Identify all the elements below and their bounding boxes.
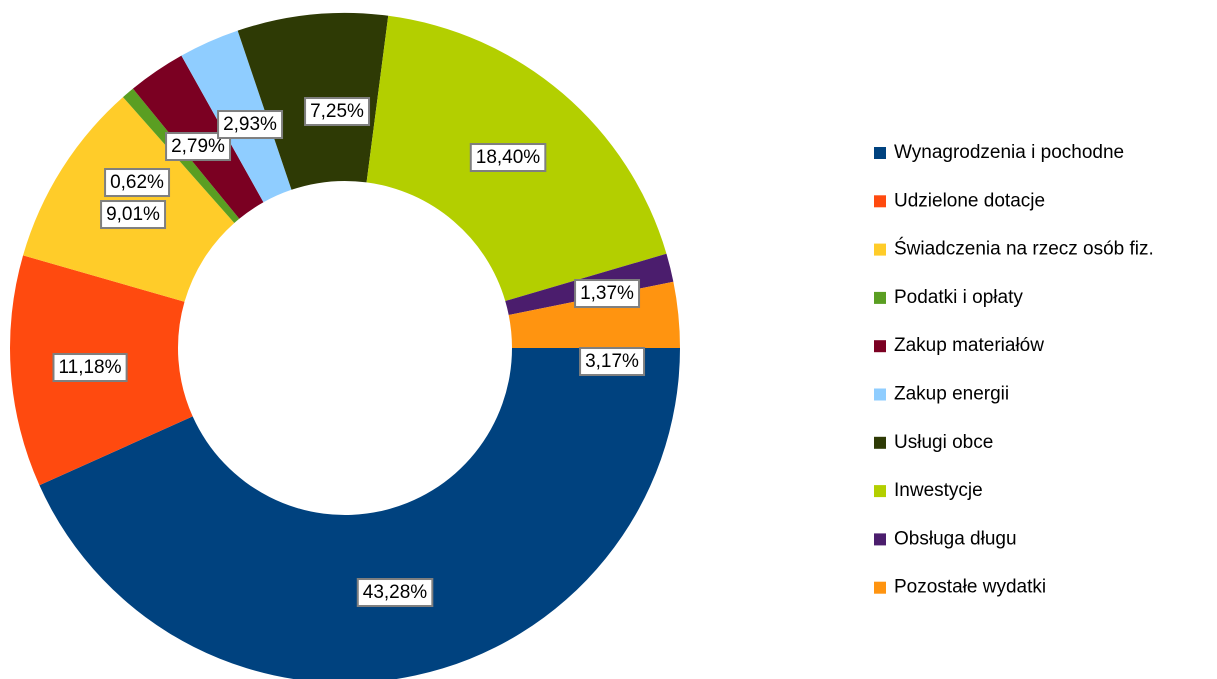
label-box <box>104 168 171 198</box>
slice <box>39 348 680 679</box>
legend-label: Inwestycje <box>894 480 983 501</box>
data-label: 43,28% <box>363 582 428 603</box>
legend-label: Usługi obce <box>894 432 993 453</box>
legend: Wynagrodzenia i pochodne Udzielone dotacj… <box>874 142 1154 598</box>
data-label: 18,40% <box>476 147 541 168</box>
legend-label: Pozostałe wydatki <box>894 577 1046 598</box>
data-label: 2,93% <box>223 114 277 135</box>
legend-swatch <box>874 436 886 449</box>
data-label: 2,79% <box>171 136 225 157</box>
legend-swatch <box>874 533 886 546</box>
data-label: 7,25% <box>310 101 364 122</box>
legend-swatch <box>874 291 886 304</box>
label-box <box>574 279 641 309</box>
legend-label: Zakup materiałów <box>894 335 1044 356</box>
legend-swatch <box>874 195 886 208</box>
label-box <box>52 353 128 383</box>
legend-swatch <box>874 340 886 353</box>
label-box <box>304 97 371 127</box>
legend-swatch <box>874 485 886 498</box>
label-box <box>217 110 284 140</box>
legend-swatch <box>874 581 886 594</box>
data-labels: 43,28% 11,18% 9,01% 0,62% 2,79%2,93% 7,25% 18,… <box>52 97 646 608</box>
label-box <box>469 143 547 173</box>
slice <box>23 97 235 302</box>
legend-swatch <box>874 388 886 401</box>
legend-label: Świadczenia na rzecz osób fiz. <box>894 238 1154 260</box>
label-box <box>100 200 167 230</box>
data-label: 1,37% <box>580 283 634 304</box>
label-box <box>356 578 434 608</box>
legend-label: Obsługa długu <box>894 528 1017 549</box>
legend-swatch <box>874 243 886 256</box>
legend-label: Udzielone dotacje <box>894 190 1045 211</box>
legend-swatch <box>874 147 886 159</box>
legend-label: Wynagrodzenia i pochodne <box>894 142 1124 163</box>
data-label: 0,62% <box>110 172 164 193</box>
data-label: 9,01% <box>106 204 160 225</box>
data-label: 11,18% <box>58 357 121 378</box>
legend-label: Zakup energii <box>894 384 1009 405</box>
legend-label: Podatki i opłaty <box>894 287 1023 308</box>
data-label: 3,17% <box>585 351 639 372</box>
label-box <box>579 347 646 377</box>
